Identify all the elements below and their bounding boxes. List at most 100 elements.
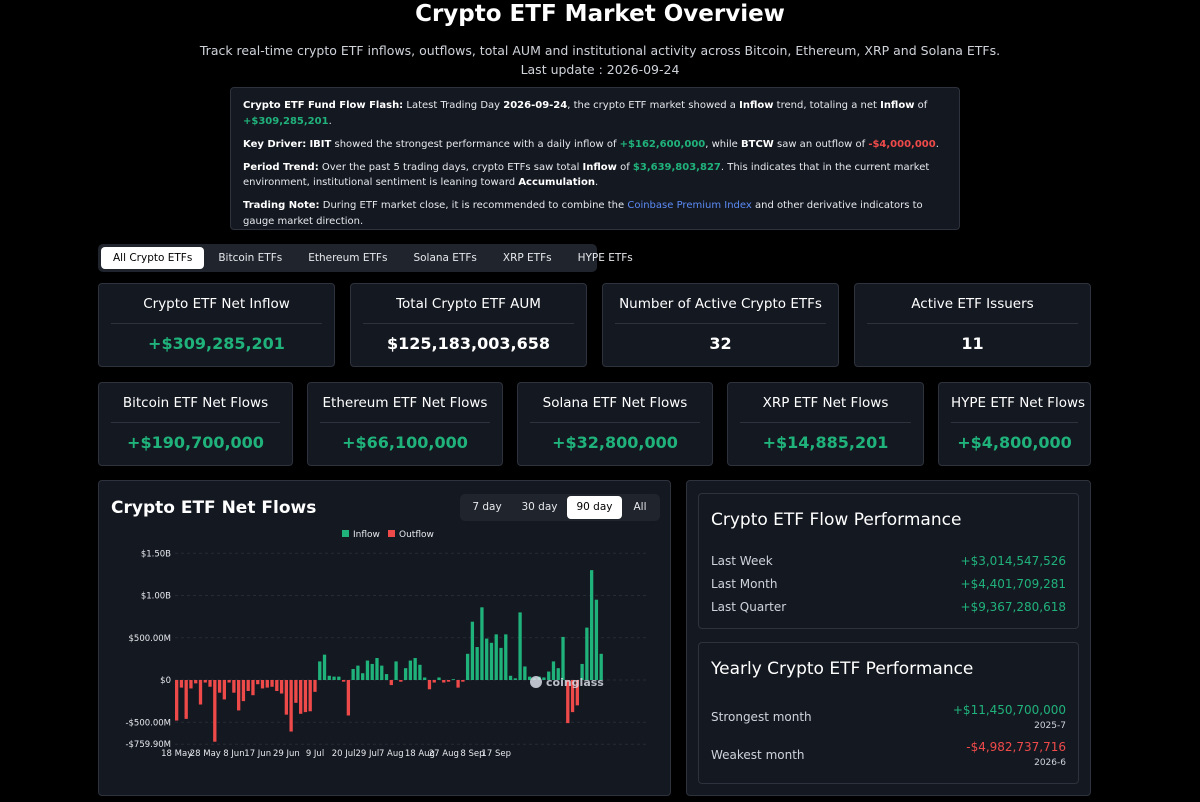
flash-label: Key Driver: <box>243 138 307 150</box>
x-tick-label: 27 Aug <box>429 749 459 759</box>
weakest-month-value: -$4,982,737,716 <box>966 740 1066 754</box>
flow-bar <box>575 680 579 706</box>
card-label: Active ETF Issuers <box>867 284 1078 324</box>
flow-bar <box>303 680 308 713</box>
tab-all-crypto-etfs[interactable]: All Crypto ETFs <box>101 247 205 269</box>
flow-bar <box>494 634 498 680</box>
flash-text: showed the strongest performance with a … <box>331 138 620 150</box>
flow-bar <box>208 680 212 687</box>
flow-bar <box>461 680 465 682</box>
x-tick-label: 29 Jul <box>356 749 380 759</box>
perf-value: +$4,401,709,281 <box>960 577 1066 591</box>
flow-bar <box>227 680 231 683</box>
perf-value: +$9,367,280,618 <box>960 600 1066 614</box>
flow-bar <box>408 660 413 680</box>
flow-bar <box>485 638 489 680</box>
flow-bar <box>475 647 479 680</box>
tab-solana-etfs[interactable]: Solana ETFs <box>413 252 477 264</box>
tab-bitcoin-etfs[interactable]: Bitcoin ETFs <box>218 252 283 264</box>
active-issuers-card: Active ETF Issuers 11 <box>854 283 1091 367</box>
flow-bar <box>308 680 312 712</box>
flow-bar <box>351 669 355 680</box>
x-tick-label: 20 Jul <box>332 749 356 759</box>
card-value: +$4,800,000 <box>957 433 1072 452</box>
flow-bar <box>375 658 379 680</box>
flash-text: . <box>935 138 939 150</box>
flow-bar <box>437 677 441 681</box>
net-flows-chart-panel: Crypto ETF Net Flows 7 day 30 day 90 day… <box>98 480 671 796</box>
card-value: +$190,700,000 <box>127 433 264 452</box>
flash-sentiment: Accumulation <box>518 177 595 188</box>
flow-bar <box>237 680 241 711</box>
strongest-month-label: Strongest month <box>711 710 812 724</box>
card-value: +$309,285,201 <box>148 334 285 353</box>
flow-bar <box>256 680 260 685</box>
flash-trend: Inflow <box>880 100 915 111</box>
tab-hype-etfs[interactable]: HYPE ETFs <box>577 252 633 264</box>
flash-key-driver: Key Driver: IBIT showed the strongest pe… <box>243 137 947 153</box>
flow-bar <box>318 661 322 680</box>
weakest-month-row: Weakest month <box>711 748 1066 762</box>
card-value: +$14,885,201 <box>762 433 889 452</box>
flash-trend: Inflow <box>739 100 774 111</box>
x-tick-label: 8 Jun <box>223 749 244 759</box>
net-flows-bar-chart[interactable]: Inflow Outflow $1.50B $1.00B $500.00M $0 -$500… <box>99 519 670 795</box>
flow-bar <box>289 680 293 732</box>
card-value: +$66,100,000 <box>342 433 468 452</box>
flow-bar <box>423 677 427 681</box>
flow-bar <box>427 680 432 690</box>
flash-text: , the crypto ETF market showed a <box>567 100 740 111</box>
period-30-day-button[interactable]: 30 day <box>521 501 558 513</box>
flow-bar <box>270 680 274 687</box>
flash-text: , while <box>705 138 741 150</box>
y-tick-label: $0 <box>160 676 171 686</box>
tab-ethereum-etfs[interactable]: Ethereum ETFs <box>308 252 388 264</box>
flow-bar <box>585 627 589 680</box>
flow-bar <box>594 599 599 680</box>
card-label: Solana ETF Net Flows <box>530 383 700 423</box>
etf-category-tabs: All Crypto ETFs Bitcoin ETFs Ethereum ET… <box>98 244 633 272</box>
flow-bar <box>413 658 417 680</box>
card-value: 32 <box>709 334 732 353</box>
flow-bar <box>403 668 408 680</box>
perf-row-last-month: Last Month +$4,401,709,281 <box>711 577 1066 591</box>
card-label: XRP ETF Net Flows <box>740 383 911 423</box>
coinglass-logo-icon <box>530 676 542 688</box>
period-selector: 7 day 30 day 90 day All <box>460 494 660 521</box>
flash-label: Crypto ETF Fund Flow Flash: <box>243 100 404 111</box>
flash-text: of <box>914 100 928 111</box>
x-tick-label: 18 May <box>161 749 192 759</box>
flow-bar <box>361 673 365 680</box>
period-7-day-button[interactable]: 7 day <box>472 501 502 513</box>
flow-bar <box>294 680 298 703</box>
period-90-day-button[interactable]: 90 day <box>567 496 622 519</box>
flow-bar <box>451 679 455 681</box>
flow-bar <box>217 680 222 693</box>
flow-bar <box>504 634 508 680</box>
flow-bar <box>389 680 393 686</box>
flow-bar <box>480 607 484 680</box>
card-value: $125,183,003,658 <box>387 334 550 353</box>
flow-bar <box>380 665 384 680</box>
flow-bar <box>322 654 327 680</box>
flow-bar <box>418 664 422 680</box>
tab-xrp-etfs[interactable]: XRP ETFs <box>502 252 552 264</box>
flow-bar <box>508 675 513 681</box>
flow-bar <box>327 675 331 681</box>
legend-label-outflow: Outflow <box>399 530 434 540</box>
flow-bar <box>203 680 207 683</box>
period-all-button[interactable]: All <box>633 501 647 513</box>
flash-text: Latest Trading Day <box>403 100 504 111</box>
flow-bar <box>570 680 575 713</box>
bitcoin-flows-card: Bitcoin ETF Net Flows +$190,700,000 <box>98 382 293 466</box>
flash-text: and other derivative indicators to gauge… <box>243 200 923 227</box>
page-subtitle: Track real-time crypto ETF inflows, outf… <box>199 43 1001 58</box>
flow-bar <box>275 680 279 691</box>
weakest-month-date: 2026-6 <box>1034 758 1066 768</box>
y-tick-label: $500.00M <box>129 634 171 644</box>
flow-bar <box>194 680 198 684</box>
flash-amount: $3,639,803,827 <box>632 161 721 173</box>
coinbase-premium-link[interactable]: Coinbase Premium Index <box>627 200 752 211</box>
card-label: HYPE ETF Net Flows <box>951 383 1085 423</box>
flash-text: . <box>594 177 599 188</box>
